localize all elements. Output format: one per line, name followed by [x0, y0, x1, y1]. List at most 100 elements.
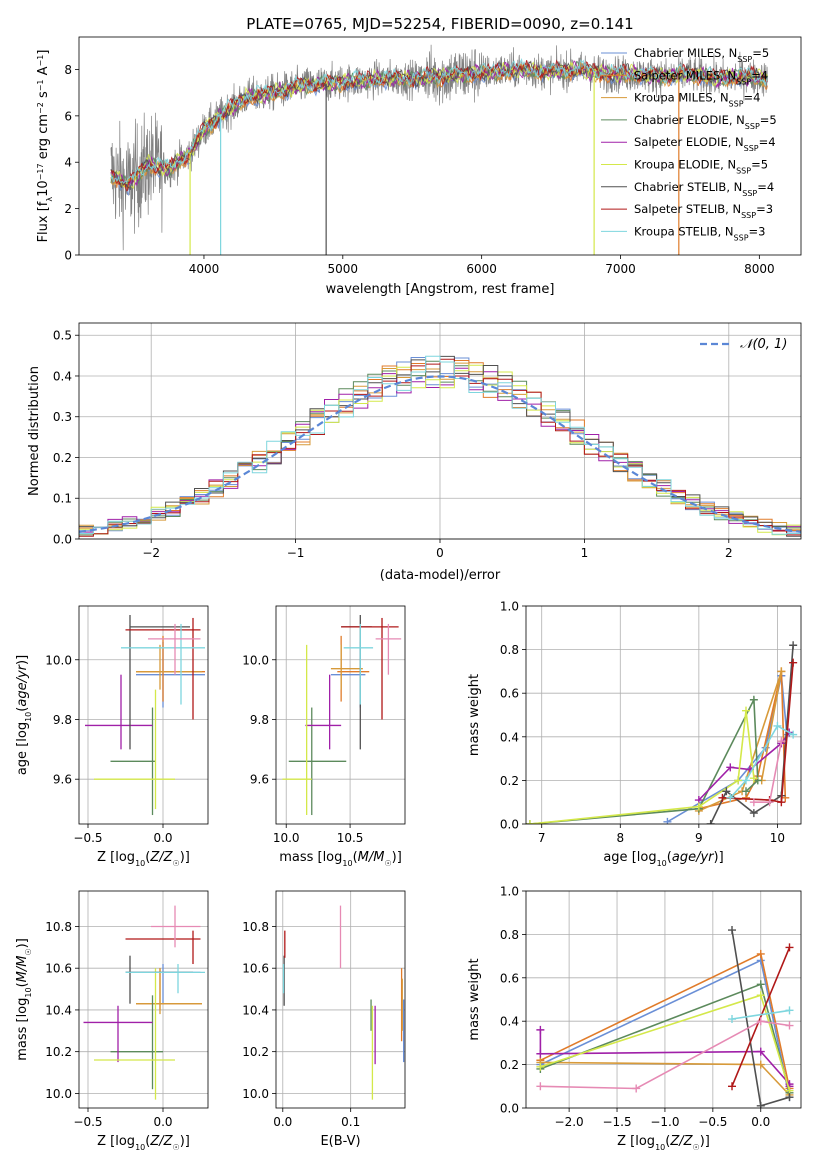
label-part: 10 [24, 987, 33, 997]
x-axis-label: age [log10(age/yr)] [603, 850, 723, 868]
x-tick-label: 6000 [466, 262, 497, 276]
label-part: s [36, 91, 51, 102]
label-part: Salpeter ELODIE, N [634, 135, 744, 149]
errorbar-salpeter-elodie [83, 1005, 153, 1063]
axes-frame [525, 890, 802, 1109]
x-tick-label: −2 [142, 546, 160, 560]
label-part: =5 [751, 158, 768, 172]
legend-label-chabrier-stelib: Chabrier STELIB, NSSP=4 [634, 180, 774, 198]
label-part: =4 [744, 91, 761, 105]
label-part: Salpeter MILES, N [634, 68, 736, 82]
label-part: 10 [36, 180, 51, 197]
label-part: Chabrier STELIB, N [634, 180, 742, 194]
x-axis-label: Z [log10(Z/Z☉)] [97, 850, 190, 868]
label-part: Z/Z [149, 1134, 173, 1149]
weight-point-marker [785, 1093, 794, 1102]
legend-label-kroupa-miles: Kroupa MILES, NSSP=4 [634, 91, 760, 109]
label-part: SSP [736, 77, 751, 86]
label-part: erg cm [36, 114, 51, 163]
x-tick-label: 10.5 [337, 831, 364, 845]
label-part: −17 [36, 163, 45, 180]
x-tick-label: −0.5 [698, 1115, 727, 1129]
figure-title: PLATE=0765, MJD=52254, FIBERID=0090, z=0… [246, 15, 633, 33]
x-axis-label: (data-model)/error [380, 568, 501, 583]
weight-series-pink [536, 1017, 794, 1093]
y-tick-label: 10.0 [45, 653, 72, 667]
x-tick-label: 2 [725, 546, 733, 560]
y-tick-label: 0.0 [53, 533, 72, 547]
x-axis-label: wavelength [Angstrom, rest frame] [326, 282, 555, 297]
y-tick-label: 0.4 [53, 369, 72, 383]
errorbar-kroupa-miles [136, 968, 202, 1015]
weight-point-marker [526, 820, 534, 824]
y-tick-label: 0.0 [500, 1102, 519, 1116]
x-tick-label: 10 [770, 831, 785, 845]
x-tick-label: −1.5 [602, 1115, 631, 1129]
label-part: ( [15, 982, 30, 987]
grid-lines [526, 890, 801, 1109]
errorbar-kroupa-stelib [125, 964, 205, 994]
y-tick-label: 0.0 [500, 818, 519, 832]
panel-spectrum: 4000 5000 6000 7000 8000 0 2 4 6 8 [64, 36, 802, 276]
y-tick-label: 10.0 [242, 653, 269, 667]
label-part: [log [15, 722, 30, 747]
x-tick-label: 0.0 [751, 1115, 770, 1129]
x-tick-label: −1 [287, 546, 305, 560]
label-part: M/M [358, 850, 385, 865]
plot-area [282, 614, 402, 816]
label-part: =5 [752, 46, 769, 60]
weight-point-marker [722, 787, 731, 796]
errorbar-salpeter-elodie [305, 674, 342, 750]
label-part: )] [180, 1134, 190, 1149]
x-tick-label: 0.0 [273, 1115, 292, 1129]
panel-mass-vs-z: −0.5 0.0 10.0 10.2 10.4 10.6 10.8 [45, 890, 209, 1129]
x-tick-label: 9 [695, 831, 703, 845]
label-part: SSP [745, 121, 760, 130]
panel-age-vs-z: −0.5 0.0 9.6 9.8 10.0 [45, 605, 209, 845]
weight-point-marker [536, 1062, 545, 1071]
weight-point-marker [756, 1047, 765, 1056]
label-part: ( [15, 707, 30, 712]
weight-point-marker [785, 1021, 794, 1030]
label-part: ( [667, 850, 672, 865]
label-part: E(B-V) [320, 1134, 360, 1149]
panel-mass-vs-ebv: 0.0 0.1 10.0 10.2 10.4 10.6 10.8 [242, 890, 406, 1129]
weight-line [731, 947, 791, 1087]
label-part: 10 [657, 859, 667, 868]
legend-label-chabrier-elodie: Chabrier ELODIE, NSSP=5 [634, 113, 777, 130]
label-part: ( [353, 850, 358, 865]
weight-series-salpeter-stelib [728, 943, 794, 1091]
legend-label-salpeter-elodie: Salpeter ELODIE, NSSP=4 [634, 135, 776, 153]
weight-point-marker [694, 802, 703, 811]
y-tick-label: 0.6 [500, 971, 519, 985]
label-part: 10 [135, 859, 145, 868]
y-tick-label: 9.8 [250, 713, 269, 727]
weight-series-salpeter-stelib [718, 658, 798, 807]
x-tick-label: 7000 [605, 262, 636, 276]
errorbar-kroupa-stelib [343, 623, 374, 705]
label-part: 10 [342, 859, 352, 868]
weight-point-marker [726, 763, 735, 772]
label-part: Z [97, 850, 110, 865]
label-part: SSP [729, 99, 744, 108]
plot-area [79, 355, 801, 537]
weight-point-marker [749, 798, 758, 807]
errorbar-salpeter-miles [136, 635, 205, 702]
label-part: =4 [757, 180, 774, 194]
y-tick-label: 10.8 [242, 920, 269, 934]
weight-point-marker [756, 980, 765, 989]
errorbar-salpeter-stelib [125, 930, 201, 965]
x-tick-label: −2.0 [555, 1115, 584, 1129]
label-part: Z [97, 1134, 110, 1149]
errorbar-kroupa-elodie [94, 689, 175, 810]
label-part: )] [700, 1134, 710, 1149]
x-tick-label: 8000 [744, 262, 775, 276]
axes-frame [78, 322, 802, 540]
label-part: age/yr [672, 850, 715, 865]
weight-line [698, 731, 790, 801]
label-part: ( [145, 850, 150, 865]
weight-series-chabrier-stelib [728, 926, 794, 1108]
y-tick-label: 0.1 [53, 492, 72, 506]
y-tick-label: 8 [64, 63, 72, 77]
